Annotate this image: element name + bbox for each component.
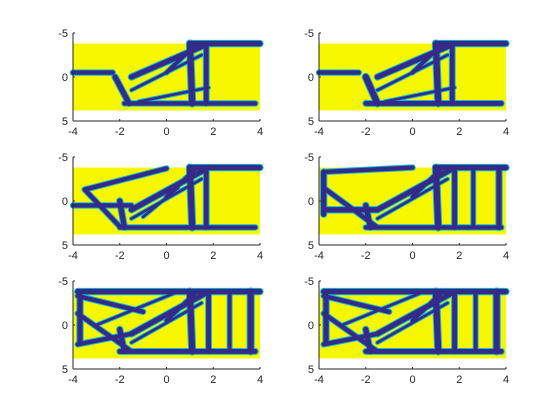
x-tick-label: 0: [163, 374, 169, 386]
x-tick-label: -2: [115, 126, 125, 138]
structure-member: [432, 164, 442, 231]
structure-member: [117, 198, 128, 231]
structure-member: [112, 74, 132, 107]
y-tick-label: 0: [62, 320, 68, 332]
x-tick-label: 4: [257, 126, 263, 138]
x-tick-label: 2: [456, 126, 462, 138]
x-tick-label: 0: [409, 250, 415, 262]
x-tick-label: 4: [503, 126, 509, 138]
x-tick-label: 2: [456, 250, 462, 262]
y-tick-label: 5: [62, 116, 68, 128]
x-tick-label: 0: [409, 374, 415, 386]
y-tick-label: -5: [58, 152, 68, 164]
x-tick-label: 0: [163, 126, 169, 138]
y-tick-label: -5: [58, 28, 68, 40]
x-tick-label: -2: [115, 250, 125, 262]
subplot-3: -4 -2 0 2 4 -5 0 5: [58, 152, 264, 262]
background-band: [73, 43, 260, 111]
x-tick-label: 0: [163, 250, 169, 262]
structure-member: [374, 40, 458, 80]
y-tick-label: 5: [308, 116, 314, 128]
y-tick-label: 5: [308, 240, 314, 252]
y-tick-label: 0: [308, 196, 314, 208]
structure-member: [321, 165, 415, 175]
x-tick-label: 4: [257, 374, 263, 386]
x-tick-label: -4: [314, 250, 324, 262]
structure-member: [137, 86, 210, 103]
y-tick-label: 0: [62, 196, 68, 208]
structure-member: [130, 301, 203, 344]
structure-member: [374, 288, 458, 337]
structure-member: [128, 288, 212, 337]
x-tick-label: -2: [361, 374, 371, 386]
structure-member: [186, 288, 196, 355]
structure-member: [432, 40, 442, 107]
x-tick-label: -4: [314, 374, 324, 386]
subplot-5: -4 -2 0 2 4 -5 0 5: [58, 276, 264, 386]
structure-member: [376, 177, 449, 220]
x-tick-label: -4: [68, 374, 78, 386]
x-tick-label: -4: [314, 126, 324, 138]
y-tick-label: -5: [304, 276, 314, 288]
subplot-4: -4 -2 0 2 4 -5 0 5: [304, 152, 510, 262]
structure-member: [363, 202, 374, 231]
x-tick-label: -4: [68, 250, 78, 262]
structure-member: [363, 326, 374, 355]
x-tick-label: -4: [68, 126, 78, 138]
structure-member: [383, 86, 456, 103]
structure-member: [141, 186, 180, 219]
x-tick-label: -2: [115, 374, 125, 386]
subplot-6: -4 -2 0 2 4 -5 0 5: [304, 276, 510, 386]
structure-member: [82, 187, 122, 229]
y-tick-label: 0: [62, 72, 68, 84]
y-tick-label: 0: [308, 320, 314, 332]
x-tick-label: 0: [409, 126, 415, 138]
y-tick-label: 5: [308, 364, 314, 376]
x-tick-label: 2: [210, 250, 216, 262]
structure-member: [128, 164, 212, 213]
y-tick-label: -5: [304, 28, 314, 40]
y-tick-label: 0: [308, 72, 314, 84]
y-tick-label: 5: [62, 364, 68, 376]
x-tick-label: 2: [456, 374, 462, 386]
structure-member: [95, 290, 180, 327]
structure-member: [374, 164, 458, 213]
x-tick-label: 2: [210, 374, 216, 386]
structure-member: [432, 288, 442, 355]
structure-member: [376, 53, 449, 92]
structure-member: [376, 301, 449, 344]
structure-member: [82, 166, 169, 192]
background-band: [319, 43, 506, 111]
x-tick-label: -2: [361, 126, 371, 138]
x-tick-label: 4: [257, 250, 263, 262]
subplot-2: -4 -2 0 2 4 -5 0 5: [304, 28, 510, 138]
structure-member: [130, 53, 203, 92]
y-tick-label: -5: [58, 276, 68, 288]
structure-member: [186, 40, 196, 107]
x-tick-label: 4: [503, 250, 509, 262]
structure-member: [117, 326, 128, 355]
y-tick-label: 5: [62, 240, 68, 252]
y-tick-label: -5: [304, 152, 314, 164]
x-tick-label: -2: [361, 250, 371, 262]
structure-member: [341, 290, 426, 327]
structure-member: [186, 164, 196, 231]
x-tick-label: 4: [503, 374, 509, 386]
structure-member: [128, 40, 212, 80]
subplot-1: -4 -2 0 2 4 -5 0 5: [58, 28, 264, 138]
structure-member: [362, 73, 381, 107]
x-tick-label: 2: [210, 126, 216, 138]
